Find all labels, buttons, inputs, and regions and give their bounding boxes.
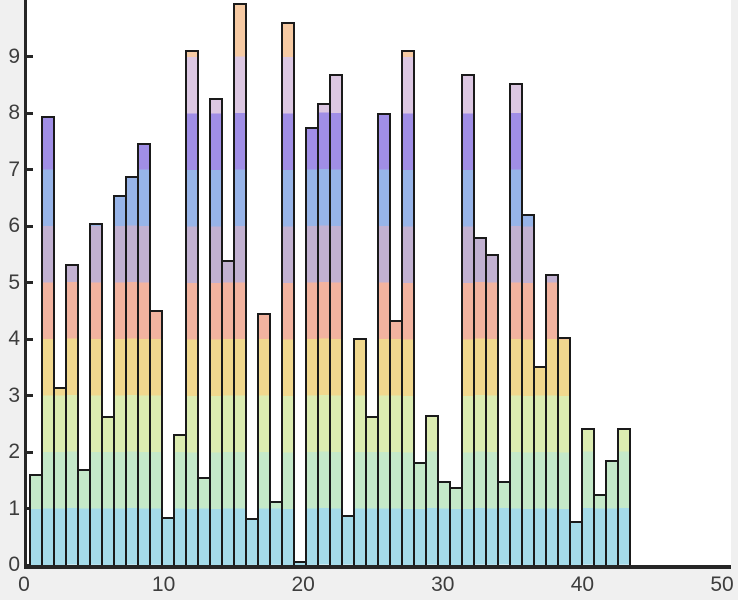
bar — [89, 223, 103, 565]
y-tick-label: 8 — [8, 101, 20, 124]
x-tick-label: 30 — [431, 573, 455, 596]
bar — [233, 2, 247, 565]
x-tick-label: 50 — [710, 573, 734, 596]
bar — [149, 310, 163, 565]
y-tick-label: 9 — [8, 44, 20, 68]
x-tick-label: 20 — [291, 573, 315, 596]
bar — [485, 254, 499, 565]
bar — [257, 313, 271, 565]
y-tick-mark — [27, 337, 33, 341]
y-tick-mark — [27, 563, 33, 567]
y-tick-label: 7 — [8, 157, 20, 181]
bar — [617, 428, 631, 565]
y-tick-label: 5 — [8, 270, 20, 294]
y-tick-mark — [27, 394, 33, 397]
bar — [185, 49, 199, 565]
y-tick-label: 0 — [8, 553, 20, 576]
y-tick-mark — [27, 281, 33, 284]
y-tick-label: 2 — [8, 440, 20, 463]
y-tick-mark — [27, 111, 33, 115]
bar — [329, 74, 343, 565]
y-tick-mark — [27, 168, 33, 171]
bar — [557, 336, 571, 565]
y-tick-label: 1 — [8, 496, 20, 520]
x-tick-label: 0 — [18, 573, 30, 596]
plot-area — [24, 0, 731, 569]
y-tick-mark — [27, 55, 33, 58]
y-tick-label: 6 — [8, 214, 20, 237]
bar — [401, 49, 415, 565]
y-tick-mark — [27, 450, 33, 454]
bar — [41, 115, 55, 565]
y-tick-label: 3 — [8, 383, 20, 407]
bars-container — [29, 0, 729, 565]
bar — [65, 264, 79, 565]
x-tick-label: 40 — [570, 573, 595, 596]
y-tick-label: 4 — [8, 327, 20, 350]
y-tick-mark — [27, 224, 33, 228]
x-tick-label: 10 — [151, 573, 176, 596]
bar — [281, 21, 295, 565]
